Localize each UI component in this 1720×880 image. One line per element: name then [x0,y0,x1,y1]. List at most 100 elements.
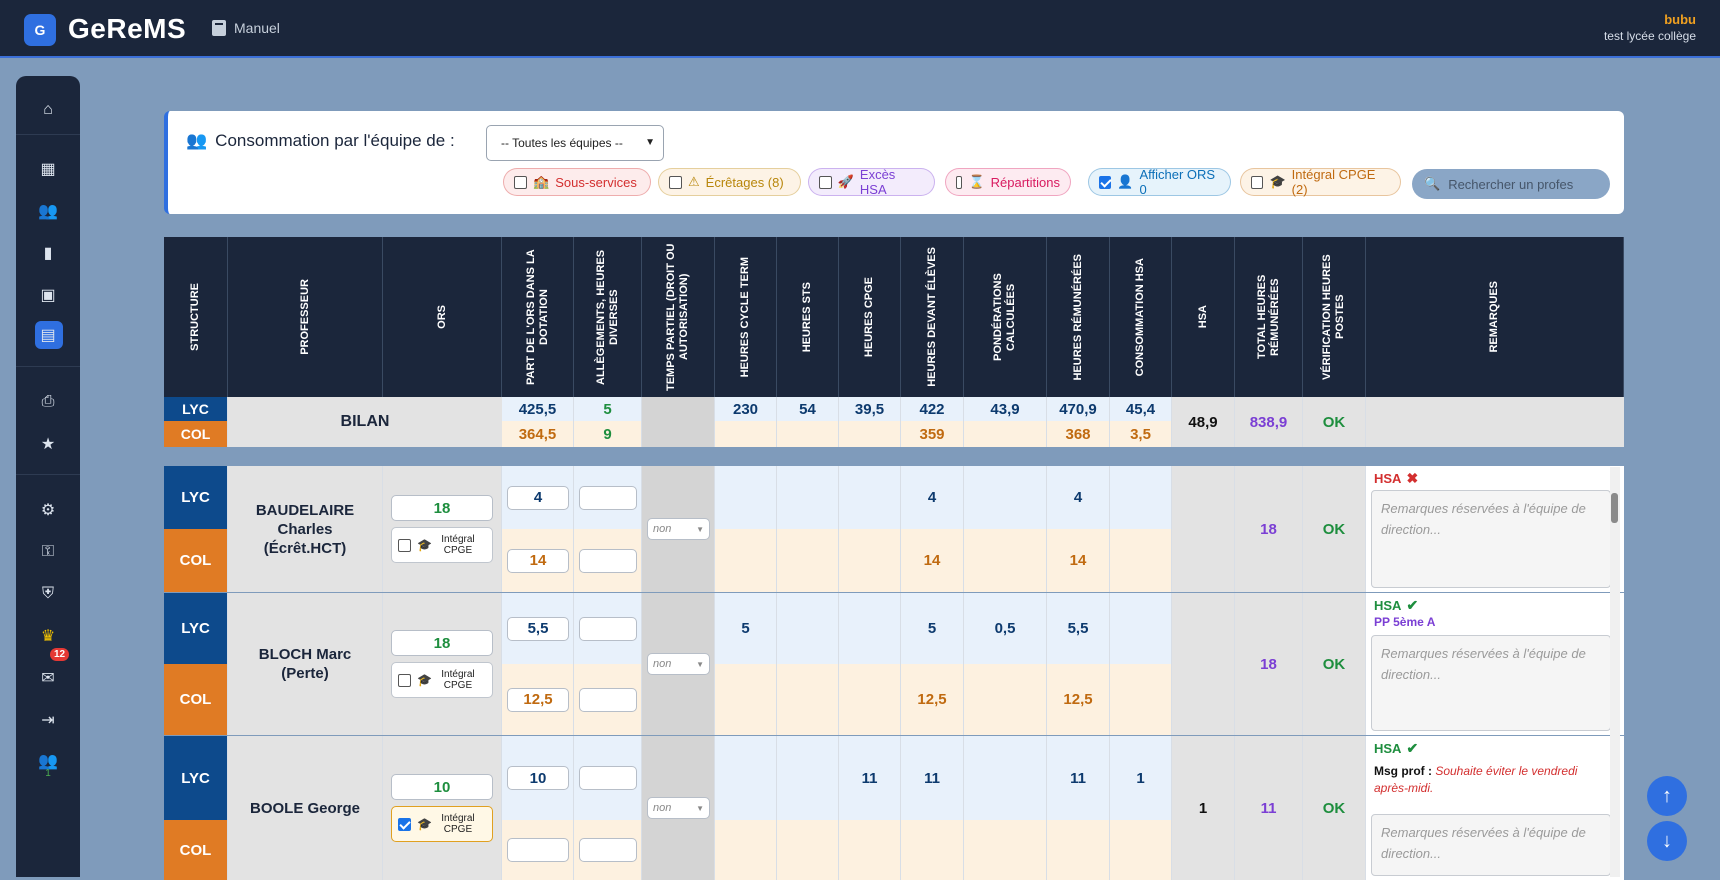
key-icon[interactable]: ⚿ [41,543,55,560]
col-hours-value [964,664,1047,735]
col-tag: COL [164,529,228,592]
column-header[interactable]: VÉRIFICATION HEURES POSTES [1303,237,1366,397]
col-part-input[interactable]: 14 [507,548,569,573]
hsa-status-label: HSA [1374,598,1402,613]
cpge-checkbox[interactable] [398,538,411,552]
gears-icon[interactable]: ⚙ [40,502,56,519]
remark-textarea[interactable]: Remarques réservées à l'équipe de direct… [1371,490,1611,588]
chevron-down-icon: ▼ [696,524,704,534]
temps-partiel-select[interactable]: non ▼ [647,518,710,540]
scroll-down-button[interactable]: ↓ [1647,821,1687,861]
home-icon[interactable]: ⌂ [43,101,53,118]
lyc-part-input[interactable]: 5,5 [507,616,569,641]
temps-partiel-select[interactable]: non ▼ [647,653,710,675]
user-info[interactable]: bubu test lycée collège [1604,12,1696,43]
column-header[interactable]: PONDÉRATIONS CALCULÉES [964,237,1047,397]
filter-checkbox[interactable] [1251,175,1264,189]
column-header[interactable]: PART DE L'ORS DANS LA DOTATION [502,237,574,397]
filter-pill-3[interactable]: ⌛ Répartitions [945,168,1071,196]
app-title[interactable]: GeReMS [68,13,187,44]
col-hours-value [1110,664,1172,735]
column-header[interactable]: TOTAL HEURES RÉMUNÉRÉES [1235,237,1303,397]
cpge-toggle[interactable]: 🎓 Intégral CPGE [391,527,493,563]
filter-checkbox[interactable] [819,175,832,189]
column-header[interactable]: HSA [1172,237,1235,397]
column-header[interactable]: HEURES DEVANT ÉLÈVES [901,237,964,397]
star-icon[interactable]: ★ [40,436,56,453]
cpge-toggle[interactable]: 🎓 Intégral CPGE [391,662,493,698]
column-header[interactable]: HEURES STS [777,237,839,397]
remarks-scrollbar[interactable] [1610,467,1620,877]
bilan-lyc-value: 45,4 [1110,397,1172,421]
column-header[interactable]: HEURES CYCLE TERM [715,237,777,397]
lyc-allegement-input[interactable] [579,616,637,641]
lyc-hours-value [777,736,839,820]
remark-textarea[interactable]: Remarques réservées à l'équipe de direct… [1371,635,1611,731]
column-header[interactable]: TEMPS PARTIEL (DROIT OU AUTORISATION) [642,237,715,397]
lyc-part-input[interactable]: 10 [507,766,569,790]
app-logo[interactable]: G [24,14,56,46]
col-allegement-input[interactable] [579,687,637,712]
cpge-toggle[interactable]: 🎓 Intégral CPGE [391,806,493,842]
column-header[interactable]: ORS [383,237,502,397]
filter-pill-5[interactable]: 🎓 Intégral CPGE (2) [1240,167,1401,197]
chevron-down-icon: ▼ [696,803,704,813]
col-allegement-input[interactable] [579,838,637,862]
book-nav-icon[interactable]: ▮ [43,245,53,262]
cpge-checkbox[interactable] [398,817,411,831]
users-icon[interactable]: 👥 [38,203,58,220]
column-header[interactable]: REMARQUES [1366,237,1624,397]
temps-partiel-select[interactable]: non ▼ [647,797,710,819]
col-allegement-input[interactable] [579,548,637,573]
filter-pill-0[interactable]: 🏫 Sous-services [503,168,651,196]
team-select[interactable]: -- Toutes les équipes -- ▼ [486,125,664,161]
ors-input[interactable]: 10 [391,774,493,800]
column-header-label: CONSOMMATION HSA [1134,257,1146,377]
ors-input[interactable]: 18 [391,495,493,521]
col-part-input[interactable] [507,838,569,862]
remarks-scroll-thumb[interactable] [1611,493,1618,523]
filter-checkbox[interactable] [956,175,963,189]
graduation-cap-icon: 🎓 [417,538,432,552]
filter-checkbox[interactable] [669,175,682,189]
column-header[interactable]: HEURES RÉMUNÉRÉES [1047,237,1110,397]
logout-icon[interactable]: ⇥ [41,712,55,729]
filter-pill-4[interactable]: 👤 Afficher ORS 0 [1088,167,1231,197]
cpge-label: Intégral CPGE [441,534,475,556]
mail-icon[interactable]: ✉ [41,670,55,687]
online-users-icon[interactable]: 👥 [38,753,58,770]
manual-link[interactable]: Manuel [212,20,280,36]
filter-pill-icon: 🎓 [1269,174,1286,189]
sidebar-divider [16,474,80,475]
lyc-allegement-input[interactable] [579,766,637,790]
col-part-input[interactable]: 12,5 [507,687,569,712]
filter-checkbox[interactable] [514,175,527,189]
filter-pill-2[interactable]: 🚀 Excès HSA [808,167,935,197]
shield-icon[interactable]: ⛨ [41,585,54,602]
briefcase-icon[interactable]: ▣ [40,287,56,304]
column-header[interactable]: CONSOMMATION HSA [1110,237,1172,397]
lyc-hours-value [839,466,901,529]
column-header[interactable]: STRUCTURE [164,237,228,397]
check-icon: ✔ [1406,740,1419,756]
building-icon[interactable]: ▦ [40,161,56,178]
filter-pill-1[interactable]: ⚠ Écrêtages (8) [658,168,801,196]
scroll-up-button[interactable]: ↑ [1647,776,1687,816]
column-header[interactable]: ALLÈGEMENTS, HEURES DIVERSES [574,237,642,397]
filter-card: 👥 Consommation par l'équipe de : -- Tout… [164,111,1624,214]
teacher-search[interactable]: 🔍 Rechercher un profes [1412,169,1610,199]
filter-checkbox[interactable] [1099,175,1112,189]
column-header[interactable]: PROFESSEUR [228,237,383,397]
ors-input[interactable]: 18 [391,630,493,656]
crown-icon[interactable]: ♛ [40,628,56,645]
teacher-name[interactable]: BLOCH Marc (Perte) [228,593,383,735]
lyc-part-input[interactable]: 4 [507,485,569,510]
remark-textarea[interactable]: Remarques réservées à l'équipe de direct… [1371,814,1611,876]
calculator-icon[interactable]: ▤ [40,327,56,344]
column-header[interactable]: HEURES CPGE [839,237,901,397]
teacher-name[interactable]: BAUDELAIRE Charles (Écrêt.HCT) [228,466,383,592]
print-icon[interactable]: ⎙ [41,393,55,410]
lyc-allegement-input[interactable] [579,485,637,510]
cpge-checkbox[interactable] [398,673,411,687]
teacher-name[interactable]: BOOLE George [228,736,383,880]
